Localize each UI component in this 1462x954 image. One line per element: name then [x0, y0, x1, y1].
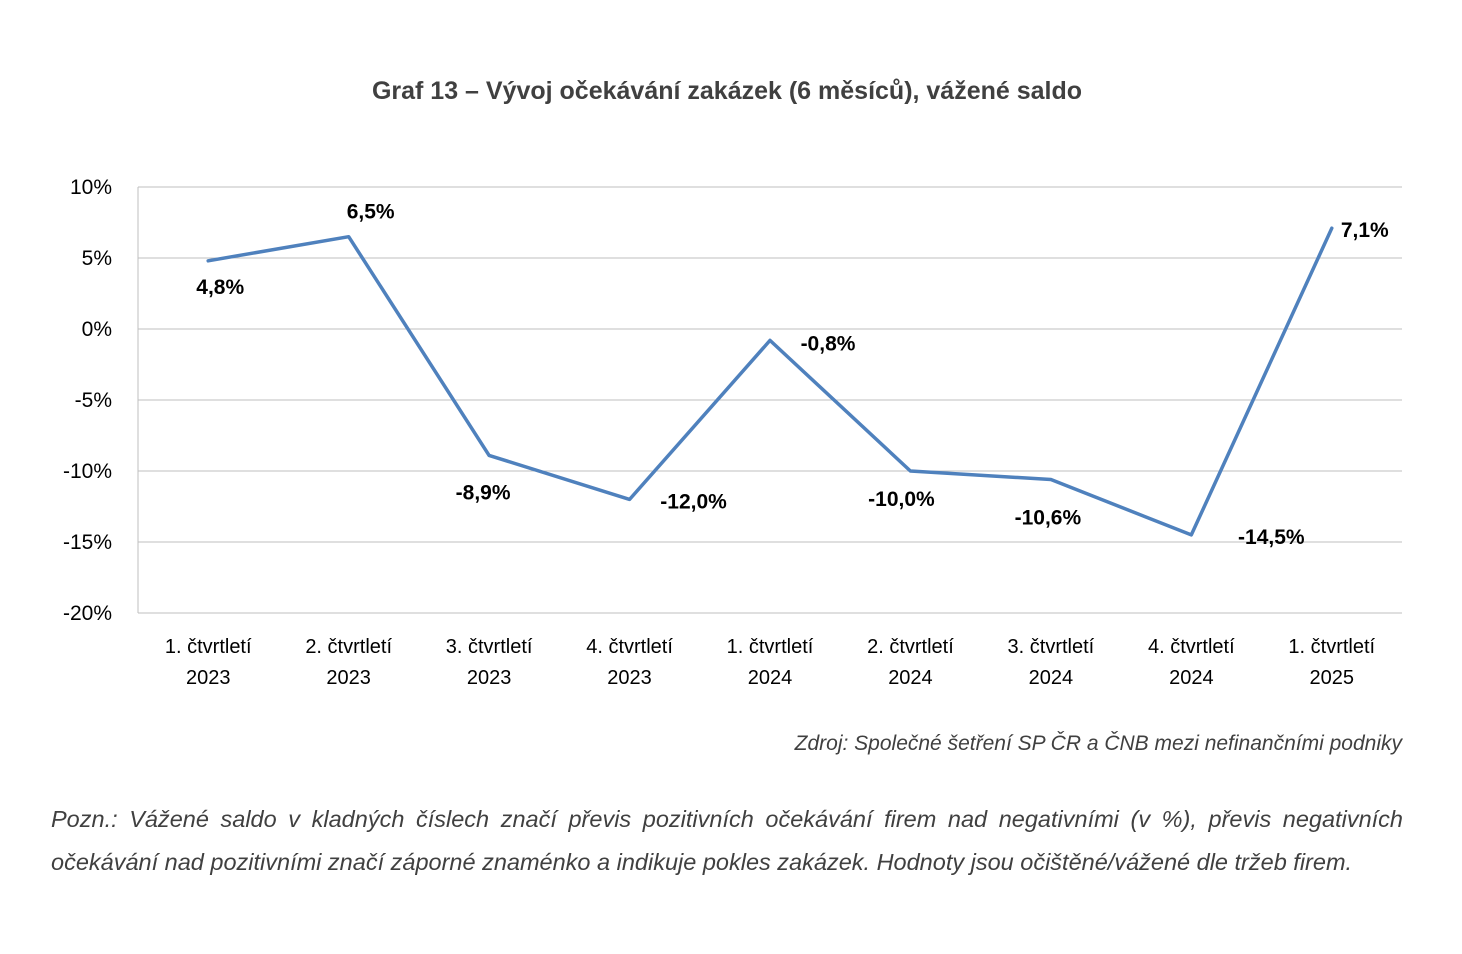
data-label: 7,1%	[1341, 219, 1389, 242]
x-tick-label: 1. čtvrtletí 2023	[165, 636, 252, 689]
data-label: -10,0%	[868, 488, 935, 511]
y-tick-label: -20%	[63, 602, 112, 625]
axes: 10% 5% 0% -5% -10% -15% -20% 1. čtvrtletí 2023 2.…	[63, 176, 1402, 689]
y-tick-label: 0%	[82, 318, 112, 341]
x-tick-label: 1. čtvrtletí 2024	[727, 636, 814, 689]
x-tick-label: 4. čtvrtletí 2023	[586, 636, 673, 689]
series-line	[206, 226, 1334, 537]
gridlines	[138, 186, 1402, 543]
data-label: -10,6%	[1015, 507, 1082, 530]
y-tick-label: -15%	[63, 531, 112, 554]
footnote: Pozn.: Vážené saldo v kladných číslech z…	[51, 806, 1403, 875]
data-label: -12,0%	[660, 490, 727, 513]
data-label: -0,8%	[801, 332, 856, 355]
y-tick-label: 5%	[82, 247, 112, 270]
data-label: 6,5%	[347, 201, 395, 224]
series-layer	[206, 226, 1334, 537]
x-tick-label: 1. čtvrtletí 2025	[1288, 636, 1375, 689]
x-tick-label: 3. čtvrtletí 2023	[446, 636, 533, 689]
source-note: Zdroj: Společné šetření SP ČR a ČNB mezi…	[794, 732, 1402, 755]
x-tick-label: 2. čtvrtletí 2023	[305, 636, 392, 689]
data-label: -8,9%	[456, 481, 511, 504]
y-tick-label: -10%	[63, 460, 112, 483]
x-tick-label: 2. čtvrtletí 2024	[867, 636, 954, 689]
data-label: 4,8%	[196, 276, 244, 299]
chart: Graf 13 – Vývoj očekávání zakázek (6 měs…	[63, 77, 1402, 689]
data-label: -14,5%	[1238, 526, 1305, 549]
chart-title: Graf 13 – Vývoj očekávání zakázek (6 měs…	[372, 77, 1082, 105]
data-labels: 4,8% 6,5% -8,9% -12,0% -0,8% -10,0% -10,6% -14,…	[196, 201, 1389, 549]
y-tick-label: -5%	[75, 389, 112, 412]
y-tick-label: 10%	[70, 176, 112, 199]
x-tick-label: 3. čtvrtletí 2024	[1008, 636, 1095, 689]
x-tick-label: 4. čtvrtletí 2024	[1148, 636, 1235, 689]
